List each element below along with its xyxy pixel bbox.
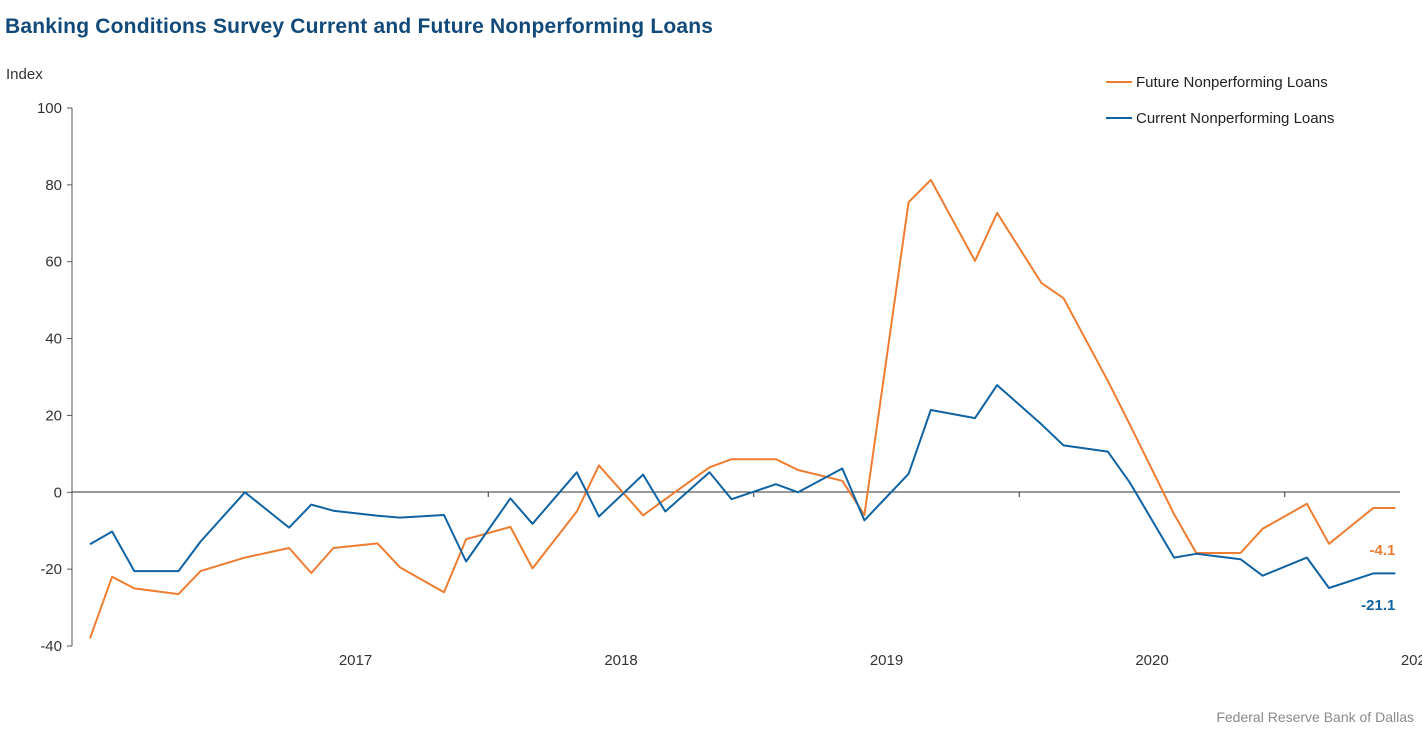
y-tick-label: 80 <box>45 177 62 194</box>
current-nonperforming-loans-line <box>89 384 1396 589</box>
source-note: Federal Reserve Bank of Dallas <box>1216 709 1414 725</box>
legend: Future Nonperforming Loans Current Nonper… <box>1106 74 1334 127</box>
y-tick-label: 0 <box>54 484 62 501</box>
y-tick-label: 40 <box>45 331 62 348</box>
y-ticks: -40 -20 0 20 40 60 80 100 <box>37 100 72 655</box>
y-tick-label: -20 <box>40 561 62 578</box>
x-tick-label: 2017 <box>339 652 372 669</box>
y-axis-label: Index <box>6 66 43 83</box>
y-tick-label: 100 <box>37 100 62 117</box>
future-nonperforming-loans-line <box>89 178 1396 639</box>
future-nonperforming-loans-end-label: -4.1 <box>1370 542 1396 559</box>
legend-label: Future Nonperforming Loans <box>1136 74 1328 91</box>
x-ticks: 2017 2018 2019 2020 2021 <box>339 492 1422 669</box>
x-tick-label: 2020 <box>1135 652 1168 669</box>
end-labels: -4.1 -21.1 <box>1361 542 1395 614</box>
legend-label: Current Nonperforming Loans <box>1136 110 1334 127</box>
chart-title: Banking Conditions Survey Current and Fu… <box>5 15 714 38</box>
x-tick-label: 2021 <box>1401 652 1422 669</box>
y-tick-label: 20 <box>45 407 62 424</box>
y-tick-label: 60 <box>45 254 62 271</box>
y-tick-label: -40 <box>40 638 62 655</box>
axes-group <box>71 108 1400 646</box>
x-tick-label: 2018 <box>604 652 637 669</box>
current-nonperforming-loans-end-label: -21.1 <box>1361 597 1395 614</box>
series-group <box>89 178 1396 639</box>
x-tick-label: 2019 <box>870 652 903 669</box>
